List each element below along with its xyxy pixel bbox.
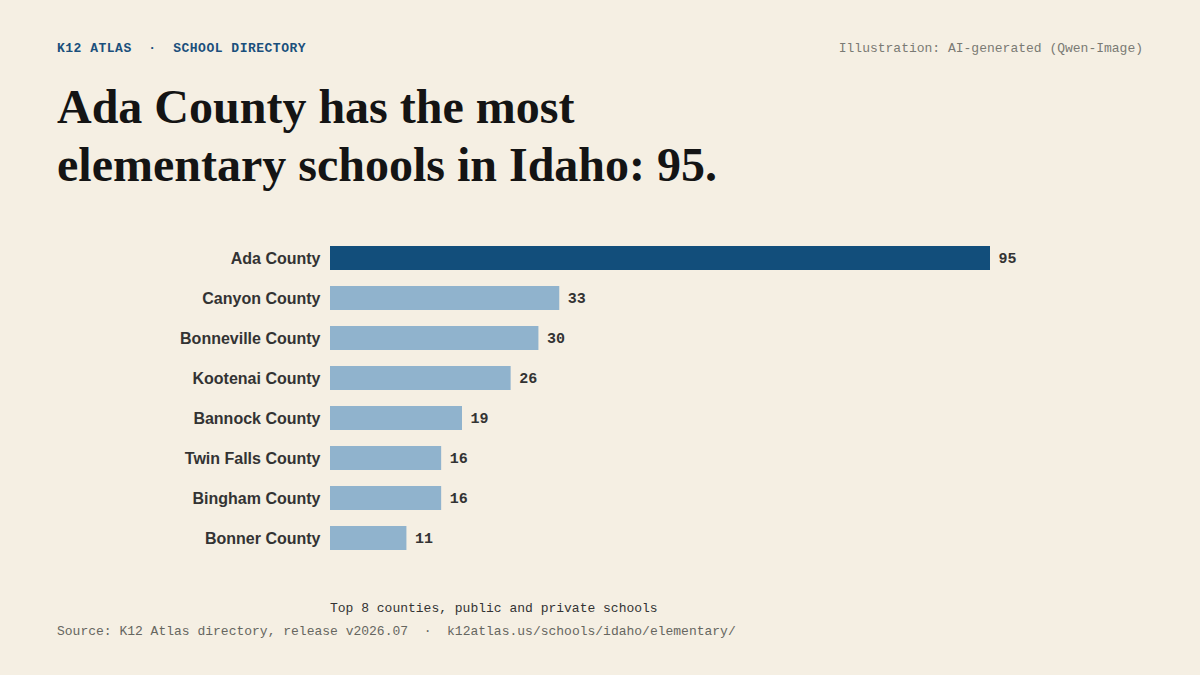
svg-text:Bingham County: Bingham County <box>193 490 321 507</box>
html-text:Source: K12 Atlas directory, r: Source: K12 Atlas directory, release v20… <box>57 624 736 639</box>
svg-text:95: 95 <box>999 251 1017 268</box>
html-text:K12 ATLAS · SCHOOL DIRECTORY: K12 ATLAS · SCHOOL DIRECTORY <box>57 41 306 56</box>
svg-text:26: 26 <box>519 371 537 388</box>
svg-text:Ada County: Ada County <box>231 250 321 267</box>
svg-text:33: 33 <box>568 291 586 308</box>
svg-text:19: 19 <box>471 411 489 428</box>
svg-text:Bonner County: Bonner County <box>205 530 321 547</box>
svg-text:Bonneville County: Bonneville County <box>180 330 321 347</box>
svg-text:Kootenai County: Kootenai County <box>193 370 321 387</box>
svg-text:16: 16 <box>450 491 468 508</box>
svg-text:Twin Falls County: Twin Falls County <box>185 450 321 467</box>
svg-text:16: 16 <box>450 451 468 468</box>
svg-text:30: 30 <box>547 331 565 348</box>
html-text:Illustration: AI-generated (Qw: Illustration: AI-generated (Qwen-Image) <box>838 41 1143 56</box>
svg-text:Canyon County: Canyon County <box>202 290 320 307</box>
svg-text:11: 11 <box>415 531 433 548</box>
svg-text:Bannock County: Bannock County <box>193 410 320 427</box>
html-text:Ada County has the most elemen: Ada County has the most elementary schoo… <box>57 80 717 191</box>
html-text:Top 8 counties, public and pri: Top 8 counties, public and private schoo… <box>330 601 658 616</box>
